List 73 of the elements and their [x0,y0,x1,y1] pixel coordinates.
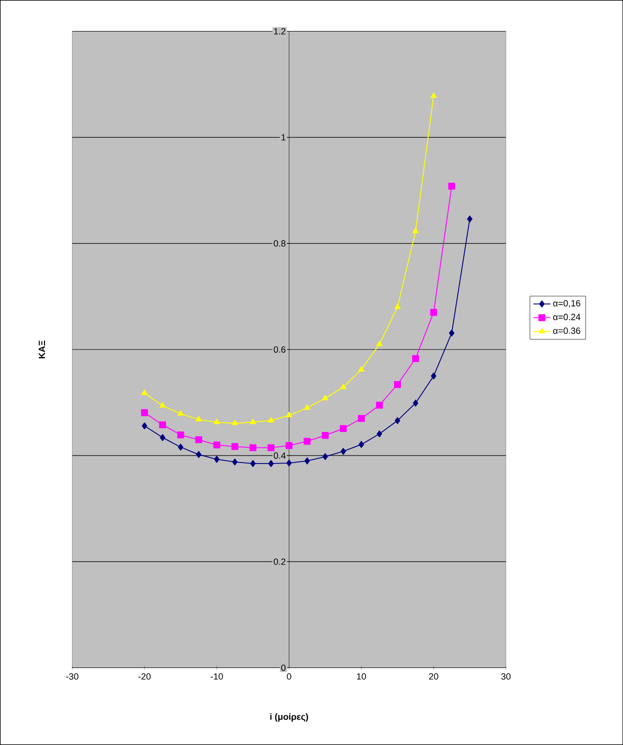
point [177,431,184,438]
point [214,418,220,424]
point [268,460,274,467]
point [178,444,184,451]
legend-label: α=0.24 [553,314,580,320]
point [268,444,274,452]
point [430,372,436,380]
x-tick-label: 30 [501,673,510,680]
point [304,457,310,464]
x-axis-title: i (μοίρες) [270,713,308,722]
point [250,418,256,424]
point [430,308,438,316]
point [286,412,292,418]
point [141,409,148,416]
y-axis-title: KAΞ [38,340,45,358]
point [231,443,238,450]
point [340,384,346,390]
point [340,448,346,455]
point [141,390,148,395]
point [196,416,202,422]
point [160,434,166,442]
point [376,430,382,438]
point [376,402,383,409]
point [340,425,347,432]
point [195,436,202,444]
y-tick-label: 1.2 [274,28,286,34]
legend-label: α=0,16 [553,300,580,308]
point [394,417,400,424]
point [394,304,400,310]
y-tick-label: 1 [282,134,286,140]
point [358,441,364,448]
point [214,456,220,463]
point [304,404,310,410]
point [304,438,311,445]
point [196,451,202,458]
y-tick-label: 0.2 [274,558,286,565]
point [322,432,329,439]
point [412,228,419,234]
point [268,417,274,423]
legend-label: α=0.36 [553,328,580,334]
point [467,216,472,222]
point [213,442,220,448]
point [448,330,454,337]
x-tick-label: 20 [429,673,438,680]
point [430,92,437,98]
y-tick-label: 0.4 [274,452,286,459]
point [286,460,292,466]
point [232,458,238,466]
point [142,422,148,430]
point [286,442,292,449]
point [412,400,418,407]
point [159,421,166,428]
x-tick-label: -10 [210,673,223,680]
point [232,420,238,426]
x-tick-label: -30 [66,673,78,680]
point [376,340,382,346]
point [358,415,365,422]
x-tick-label: 0 [286,673,292,680]
point [159,402,166,408]
y-tick-label: 0.8 [274,240,286,247]
point [358,366,364,372]
point [249,444,256,452]
point [250,460,256,467]
point [448,182,456,190]
point [178,410,184,416]
point [322,394,328,400]
point [394,381,401,388]
x-tick-label: 10 [357,673,366,680]
x-tick-label: -20 [138,673,151,680]
point [412,355,419,362]
y-tick-label: 0.6 [274,346,286,353]
y-tick-label: 0 [281,664,286,671]
point [322,453,328,460]
